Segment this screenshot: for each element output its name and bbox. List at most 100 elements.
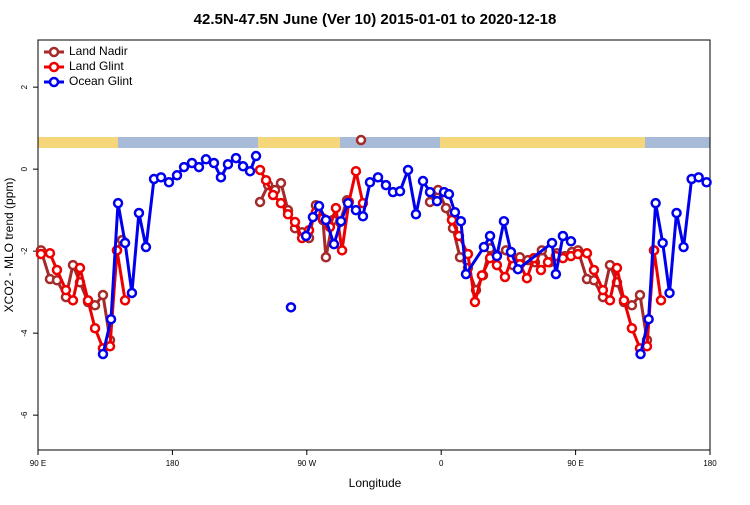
point (244, 165, 256, 177)
x-tick-label: 180 (703, 459, 717, 468)
x-tick-label: 90 E (30, 459, 46, 468)
point (417, 175, 429, 187)
point (491, 259, 503, 271)
point (565, 236, 577, 247)
point (254, 196, 266, 208)
legend-marker (48, 46, 60, 58)
point (572, 248, 584, 260)
plot-frame (37, 39, 711, 451)
y-tick-label: -6 (20, 411, 29, 419)
point (171, 170, 183, 181)
point (335, 215, 347, 227)
y-tick-label: 0 (20, 166, 29, 171)
point (82, 295, 94, 306)
point (394, 186, 406, 197)
point (307, 211, 319, 223)
point (469, 296, 481, 308)
point (313, 200, 325, 212)
point (460, 268, 472, 280)
point (655, 295, 667, 306)
point (163, 177, 175, 188)
point (208, 157, 220, 169)
point (222, 158, 234, 170)
point (604, 295, 616, 306)
legend-label: Land Nadir (69, 44, 128, 58)
point (67, 295, 79, 306)
x-tick-label: 90 W (297, 459, 316, 468)
point (74, 262, 86, 274)
point (289, 216, 301, 228)
point (678, 241, 689, 253)
y-tick-label: -4 (20, 329, 29, 337)
point (664, 287, 675, 299)
point (350, 165, 362, 177)
series (97, 150, 712, 360)
legend-marker (48, 61, 60, 73)
point (431, 195, 443, 207)
series-line (101, 155, 708, 355)
point (550, 268, 562, 280)
point (546, 237, 558, 249)
point (410, 209, 422, 220)
point (581, 247, 593, 259)
point (119, 237, 131, 249)
point (44, 247, 56, 259)
point (505, 246, 517, 258)
point (320, 252, 332, 263)
point (657, 237, 668, 249)
point (89, 322, 101, 334)
point (267, 189, 279, 201)
point (330, 202, 342, 214)
point (634, 289, 646, 301)
point (643, 313, 654, 325)
point (300, 230, 312, 242)
point (498, 215, 510, 227)
x-tick-label: 90 E (567, 459, 583, 468)
point (178, 161, 190, 173)
point (671, 207, 682, 219)
point (200, 154, 212, 165)
point (119, 295, 131, 306)
point (230, 152, 242, 164)
point (597, 284, 609, 296)
point (424, 186, 436, 198)
point (402, 164, 414, 176)
point (254, 164, 266, 176)
point (650, 197, 661, 209)
point (320, 214, 332, 226)
point (557, 230, 569, 242)
point (491, 250, 503, 262)
point (260, 174, 272, 186)
point (282, 209, 294, 220)
point (105, 313, 117, 325)
legend-label: Land Glint (69, 59, 124, 73)
point (355, 134, 367, 146)
point (215, 172, 227, 183)
point (350, 204, 362, 216)
point (618, 295, 630, 306)
point (112, 197, 124, 209)
point (611, 262, 623, 274)
point (440, 202, 452, 214)
point (484, 230, 496, 242)
y-axis-label: XCO2 - MLO trend (ppm) (2, 178, 16, 313)
chart-title: 42.5N-47.5N June (Ver 10) 2015-01-01 to … (194, 11, 557, 28)
legend-label: Ocean Glint (69, 74, 133, 88)
point (476, 270, 488, 281)
point (342, 197, 354, 209)
land-ocean-strip (38, 137, 710, 148)
point (336, 245, 348, 256)
legend-marker (48, 76, 60, 88)
point (693, 172, 704, 183)
point (364, 177, 376, 188)
point (250, 150, 262, 162)
point (443, 188, 455, 200)
point (97, 348, 109, 360)
point (133, 207, 145, 219)
point (635, 348, 646, 360)
point (285, 302, 297, 313)
point (275, 197, 287, 209)
point (104, 341, 116, 352)
point (275, 177, 287, 189)
point (140, 241, 152, 253)
